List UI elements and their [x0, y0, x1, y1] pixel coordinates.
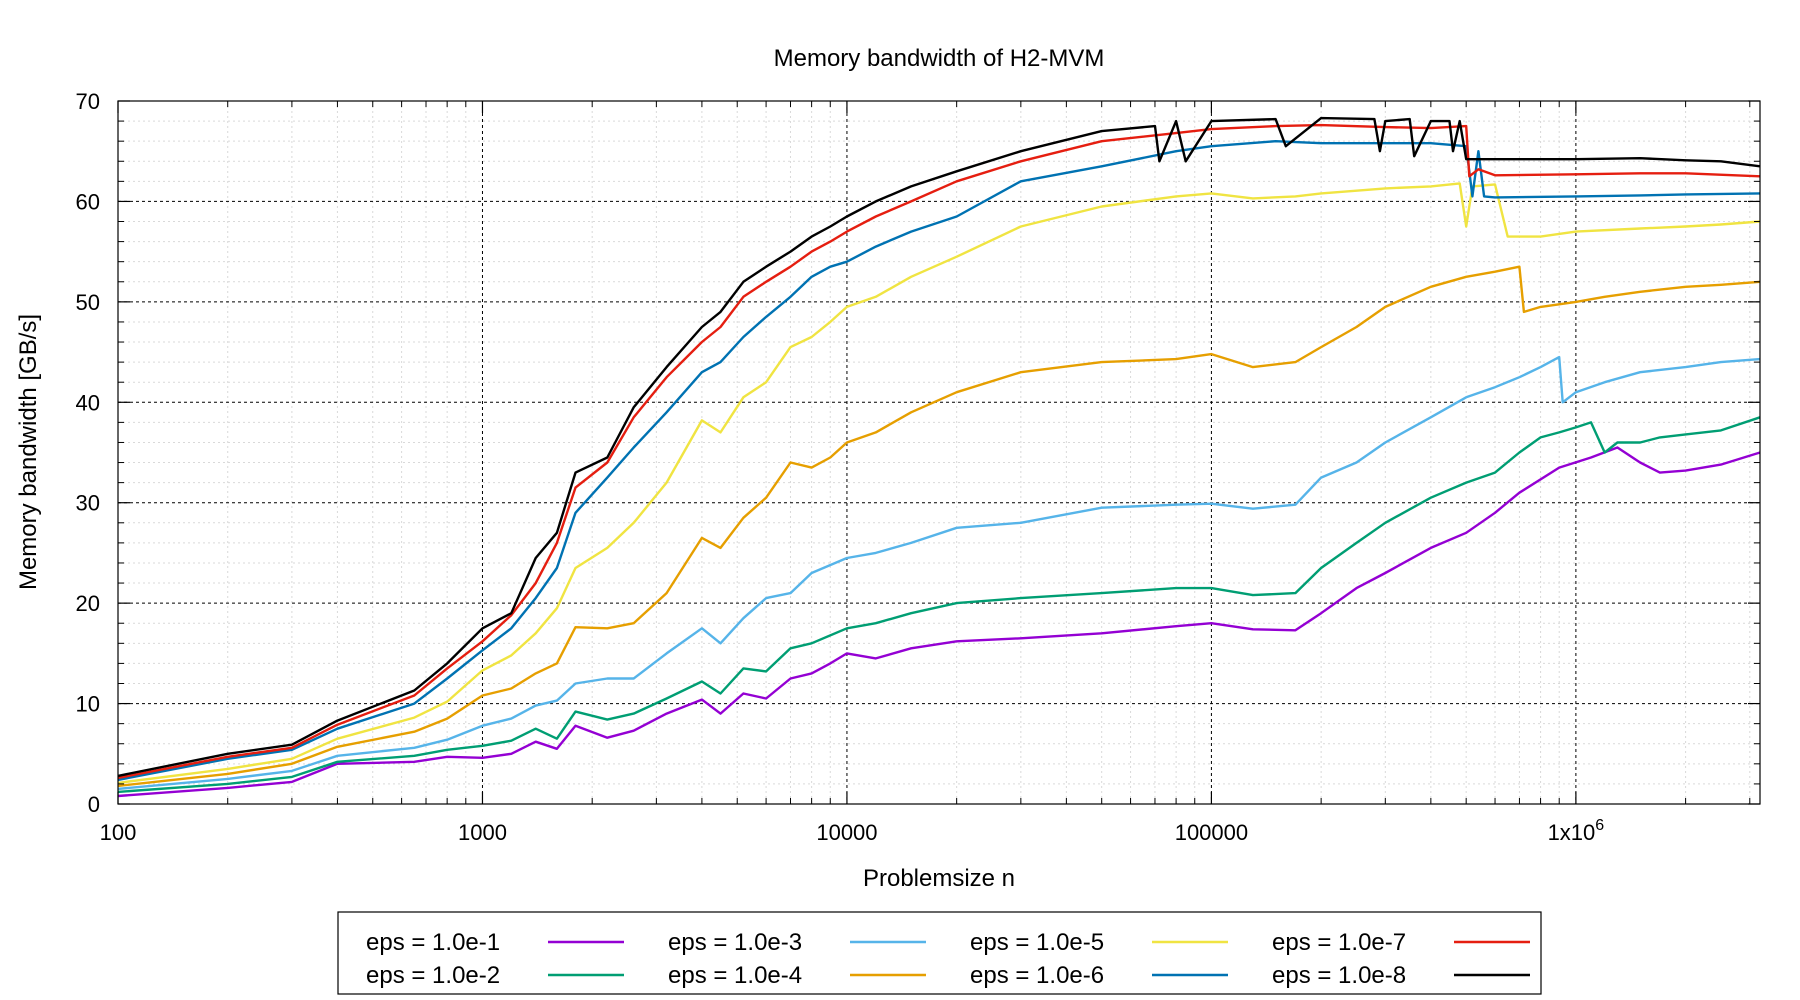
legend-box [337, 911, 1542, 995]
series-line-5 [117, 182, 1761, 785]
x-tick-exponent: 6 [1595, 817, 1604, 834]
x-tick-label: 1x106 [1548, 817, 1605, 845]
y-tick-label: 50 [76, 290, 100, 315]
series-line-4 [117, 265, 1761, 788]
series-line-8 [117, 116, 1761, 778]
x-tick-label: 100000 [1175, 820, 1248, 845]
x-tick-label: 100 [100, 820, 137, 845]
plot-frame [117, 100, 1761, 805]
y-axis-title: Memory bandwidth [GB/s] [15, 314, 42, 590]
y-tick-label: 20 [76, 591, 100, 616]
y-tick-label: 0 [88, 792, 100, 817]
series-lines [117, 116, 1761, 798]
y-tick-label: 60 [76, 189, 100, 214]
legend-label-8: eps = 1.0e-8 [1272, 962, 1406, 989]
y-tick-label: 70 [76, 89, 100, 114]
series-line-6 [117, 140, 1761, 782]
legend-label-4: eps = 1.0e-4 [668, 962, 802, 989]
x-tick-label: 10000 [816, 820, 877, 845]
axis-ticks: 100 1000 10000 100000 1x106 0 10 20 30 40 50 60 70 [76, 89, 1760, 845]
legend-label-2: eps = 1.0e-2 [366, 962, 500, 989]
series-line-1 [117, 446, 1761, 798]
legend: eps = 1.0e-1 eps = 1.0e-2 eps = 1.0e-3 eps … [337, 911, 1542, 995]
legend-label-5: eps = 1.0e-5 [970, 929, 1104, 956]
x-tick-label: 1000 [458, 820, 507, 845]
y-tick-label: 30 [76, 491, 100, 516]
legend-label-7: eps = 1.0e-7 [1272, 929, 1406, 956]
legend-label-1: eps = 1.0e-1 [366, 929, 500, 956]
y-tick-label: 10 [76, 692, 100, 717]
legend-label-3: eps = 1.0e-3 [668, 929, 802, 956]
x-axis-title: Problemsize n [863, 865, 1015, 892]
y-tick-label: 40 [76, 390, 100, 415]
legend-label-6: eps = 1.0e-6 [970, 962, 1104, 989]
series-line-7 [117, 123, 1761, 780]
series-line-2 [117, 416, 1761, 794]
series-line-3 [117, 355, 1761, 791]
chart-title: Memory bandwidth of H2-MVM [774, 45, 1105, 72]
